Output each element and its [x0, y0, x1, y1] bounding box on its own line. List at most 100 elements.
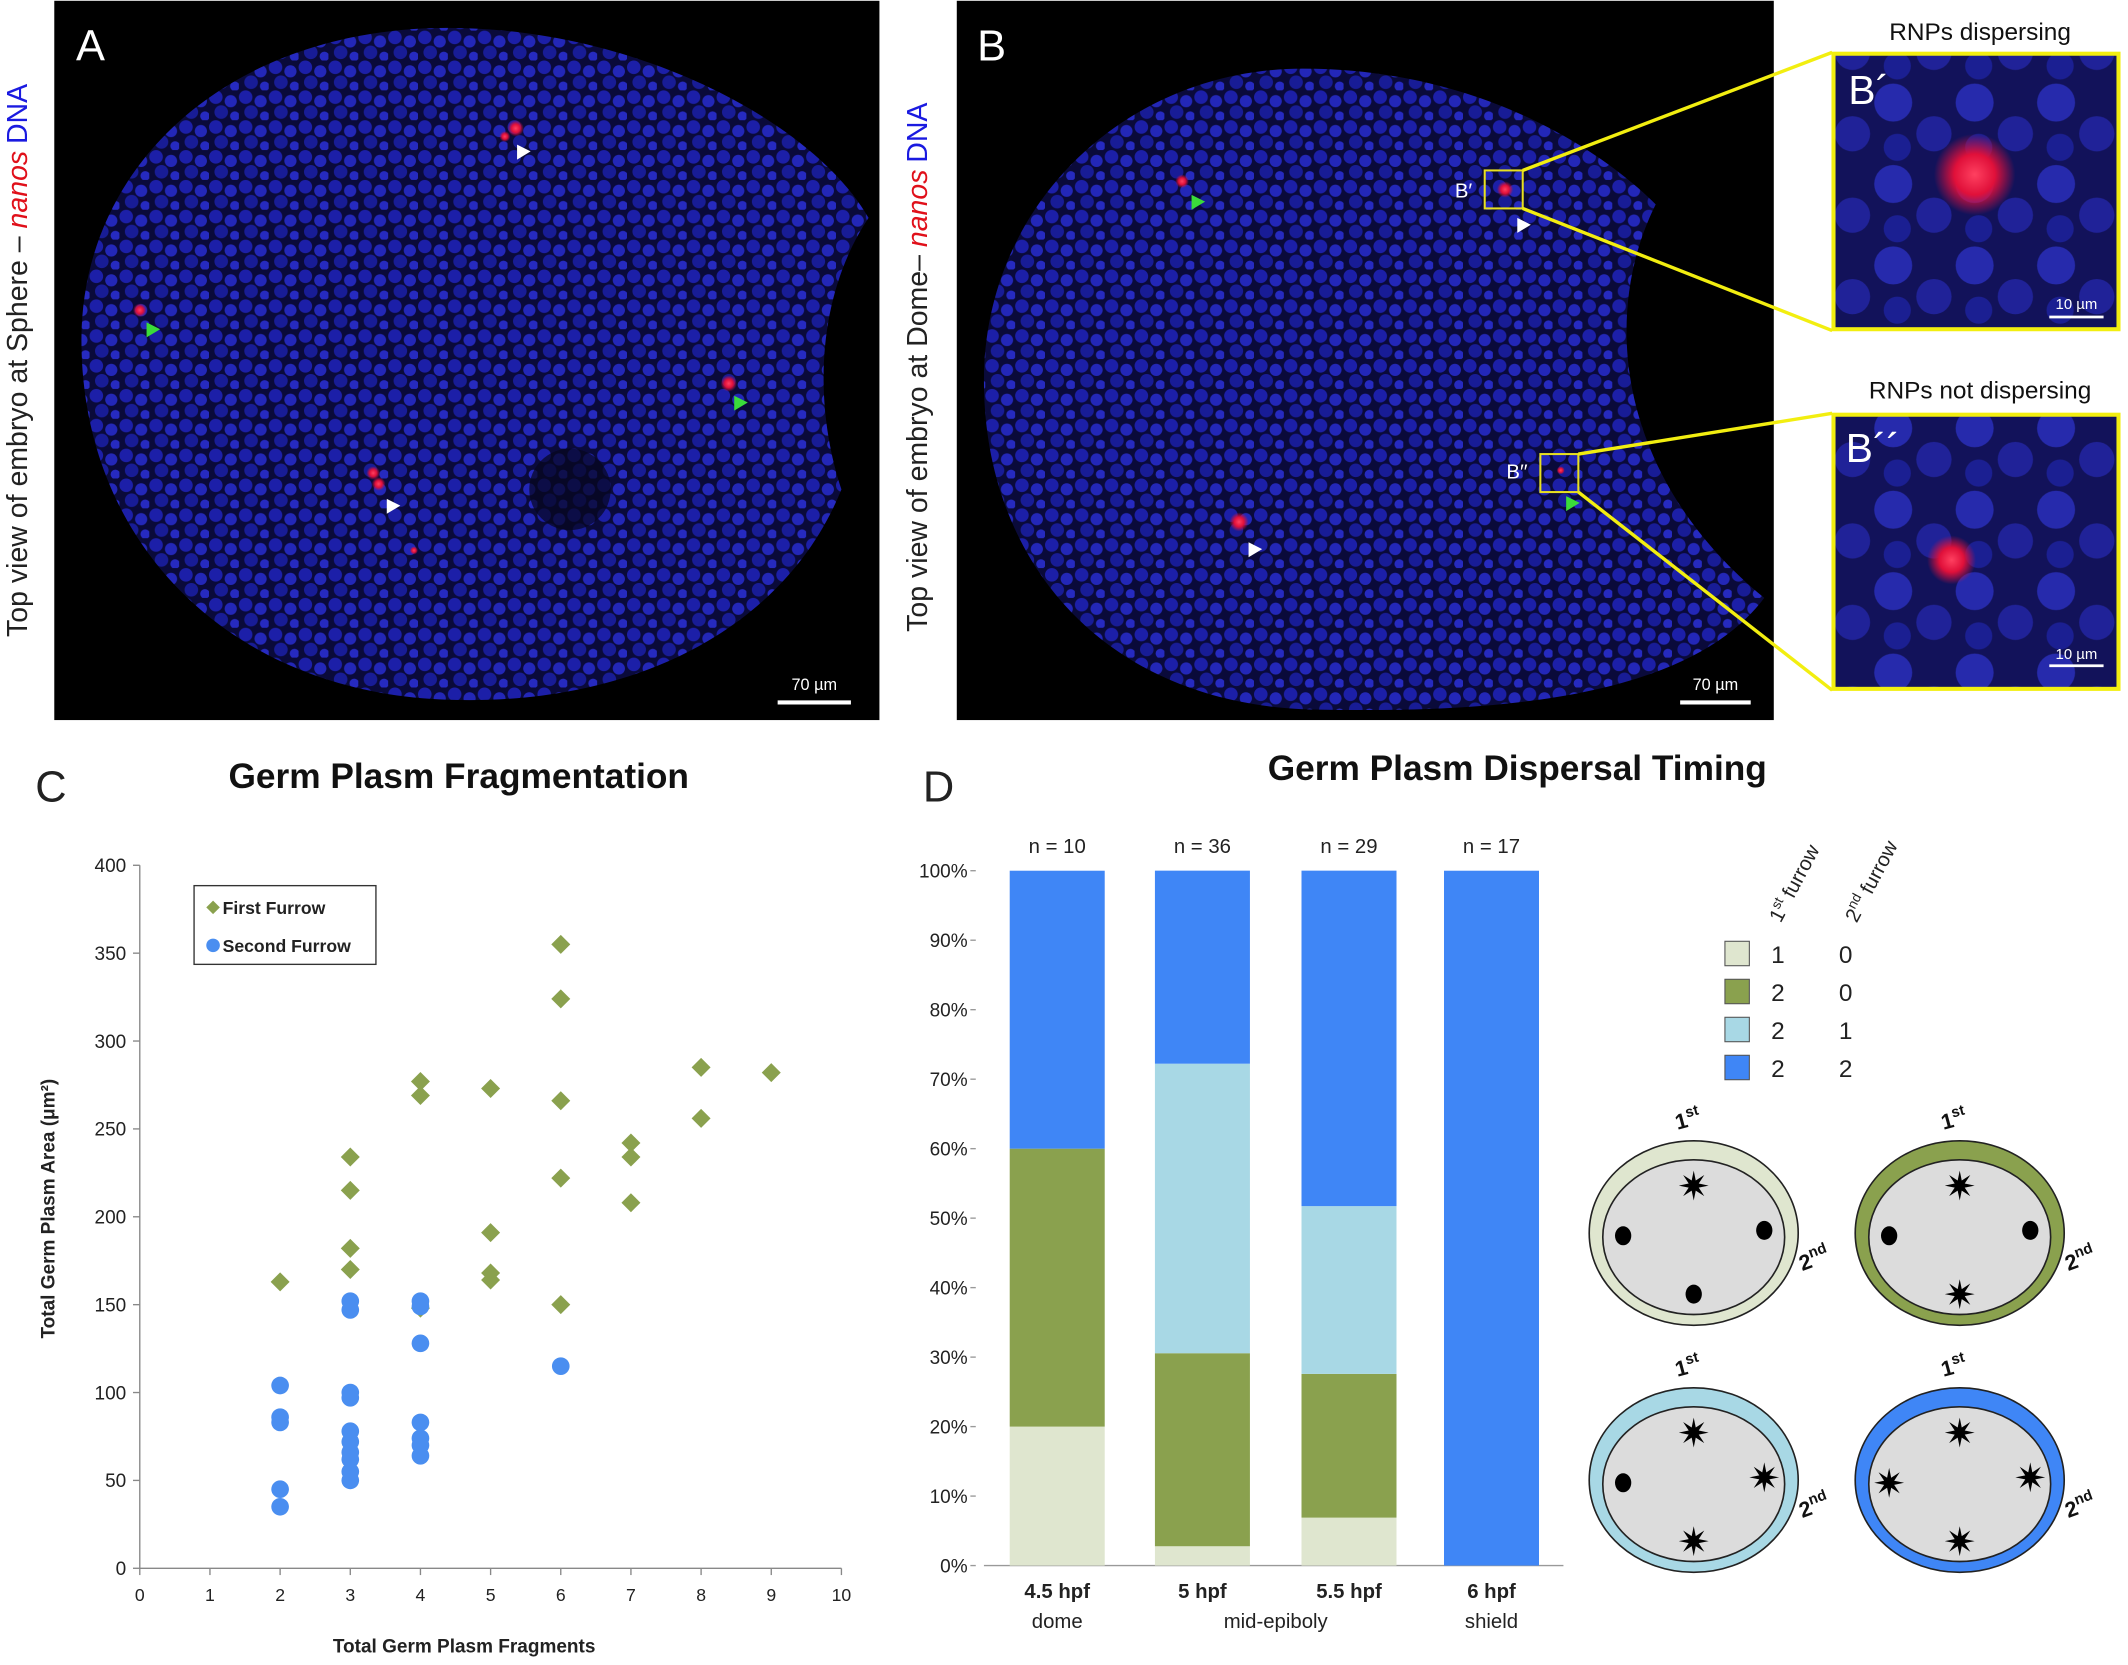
point — [411, 1413, 430, 1432]
stage-label: dome — [1032, 1611, 1083, 1633]
panel-letter: A — [76, 22, 105, 70]
inset-b2: RNPs not dispersing B´´ 10 µm — [1831, 377, 2121, 691]
rnp-spot — [1933, 133, 2016, 216]
label-part: Top view of embryo at Sphere – — [2, 228, 34, 637]
label-part: nanos — [2, 151, 34, 229]
shadow — [529, 448, 611, 531]
bar-segment — [1301, 1206, 1397, 1374]
nucleus-star — [1944, 1170, 1975, 1201]
y-tick-label: 150 — [95, 1295, 127, 1316]
y-tick-label: 90% — [930, 931, 968, 952]
label-part: st — [1949, 1102, 1966, 1122]
nucleus-star — [1678, 1417, 1709, 1448]
bar-segment — [1009, 870, 1105, 1149]
n-label: n = 36 — [1174, 836, 1231, 858]
legend-header: 1st furrow — [1763, 840, 1825, 926]
label-part: 1 — [1938, 1354, 1956, 1381]
x-tick-label: 6 — [556, 1585, 566, 1605]
stage-label: mid-epiboly — [1224, 1611, 1329, 1633]
legend-label: 0 — [1839, 980, 1853, 1007]
point — [271, 1480, 289, 1499]
panel-letter: D — [923, 764, 954, 812]
nucleus-star — [1944, 1417, 1975, 1448]
furrow-label: 1st — [1672, 1349, 1704, 1382]
bar-segment — [1154, 1063, 1250, 1354]
point — [271, 1497, 289, 1516]
nucleus-star — [1944, 1526, 1975, 1557]
label-part: 1 — [1672, 1354, 1690, 1381]
embryo-inner — [1867, 1405, 2052, 1563]
label-part: nd — [2072, 1487, 2095, 1509]
panel-letter: B´´ — [1846, 425, 1900, 471]
legend-label: 1 — [1839, 1018, 1853, 1045]
nucleus-dot — [2022, 1220, 2039, 1240]
nucleus-star — [1874, 1467, 1905, 1498]
header-part: furrow — [1854, 837, 1903, 902]
x-tick-label: 4 — [416, 1585, 426, 1605]
embryo-inner — [1601, 1158, 1786, 1316]
header-part: nd — [1844, 891, 1864, 911]
y-tick-label: 0 — [116, 1559, 127, 1580]
point — [340, 1147, 360, 1167]
nucleus-star — [1678, 1170, 1709, 1201]
zoom-lines — [1522, 50, 1834, 692]
nucleus-dot — [1615, 1226, 1632, 1246]
label-part: nd — [1806, 1487, 1829, 1509]
furrow-label: 1st — [1938, 1349, 1970, 1382]
bar-segment — [1154, 1353, 1250, 1547]
label-part: st — [1683, 1349, 1700, 1369]
y-tick-label: 0% — [940, 1556, 968, 1577]
bar-segment — [1009, 1148, 1105, 1427]
label-part: nd — [1806, 1240, 1829, 1262]
label-part: 1 — [1672, 1107, 1690, 1134]
point — [411, 1446, 430, 1465]
inset-title: RNPs not dispersing — [1869, 377, 2091, 404]
nucleus-dot — [1615, 1473, 1632, 1493]
bar-segment — [1301, 1517, 1397, 1566]
y-tick-label: 50 — [105, 1471, 126, 1492]
label-part: st — [1949, 1349, 1966, 1369]
x-tick-label: 5.5 hpf — [1316, 1581, 1382, 1603]
x-tick-label: 10 — [832, 1585, 852, 1605]
y-tick-label: 80% — [930, 1000, 968, 1021]
point — [410, 1071, 430, 1091]
y-axis-label: Total Germ Plasm Area (μm²) — [38, 1079, 59, 1339]
chart-title: Germ Plasm Fragmentation — [228, 757, 689, 796]
x-tick-label: 0 — [135, 1585, 145, 1605]
inset-image — [1831, 51, 2121, 332]
point — [551, 1295, 571, 1315]
point — [270, 1272, 290, 1292]
point — [340, 1180, 360, 1200]
panel-b: B′ B′′ B 70 µm Top view of embryo at Dom… — [902, 0, 1834, 721]
y-tick-label: 350 — [95, 944, 127, 965]
furrow-label: 2nd — [1795, 1240, 1833, 1276]
y-tick-label: 400 — [95, 856, 127, 877]
legend-marker — [206, 938, 220, 953]
label-part: nd — [2072, 1240, 2095, 1262]
legend-marker — [206, 900, 220, 915]
n-label: n = 29 — [1320, 836, 1377, 858]
rnp-spots — [133, 120, 737, 555]
rnp-spot — [1927, 535, 1976, 585]
point — [340, 1238, 360, 1258]
arrowheads — [146, 144, 748, 514]
point — [551, 1168, 571, 1188]
zoom-box — [1539, 453, 1580, 494]
point — [271, 1413, 289, 1432]
y-tick-label: 100 — [95, 1383, 127, 1404]
legend-label: 2 — [1771, 1056, 1785, 1083]
y-label: Top view of embryo at Dome– nanos DNA — [902, 103, 934, 632]
point — [411, 1297, 430, 1316]
nucleus-star — [1944, 1279, 1975, 1310]
x-tick-label: 4.5 hpf — [1024, 1581, 1090, 1603]
point — [341, 1301, 360, 1319]
point — [621, 1193, 641, 1213]
panel-letter: C — [35, 764, 66, 812]
inset-title: RNPs dispersing — [1889, 19, 2071, 46]
furrow-label: 2nd — [1795, 1487, 1833, 1523]
point — [341, 1388, 360, 1407]
rnp-spots — [1175, 174, 1565, 532]
inset-image — [1831, 412, 2121, 691]
y-tick-label: 200 — [95, 1208, 127, 1229]
